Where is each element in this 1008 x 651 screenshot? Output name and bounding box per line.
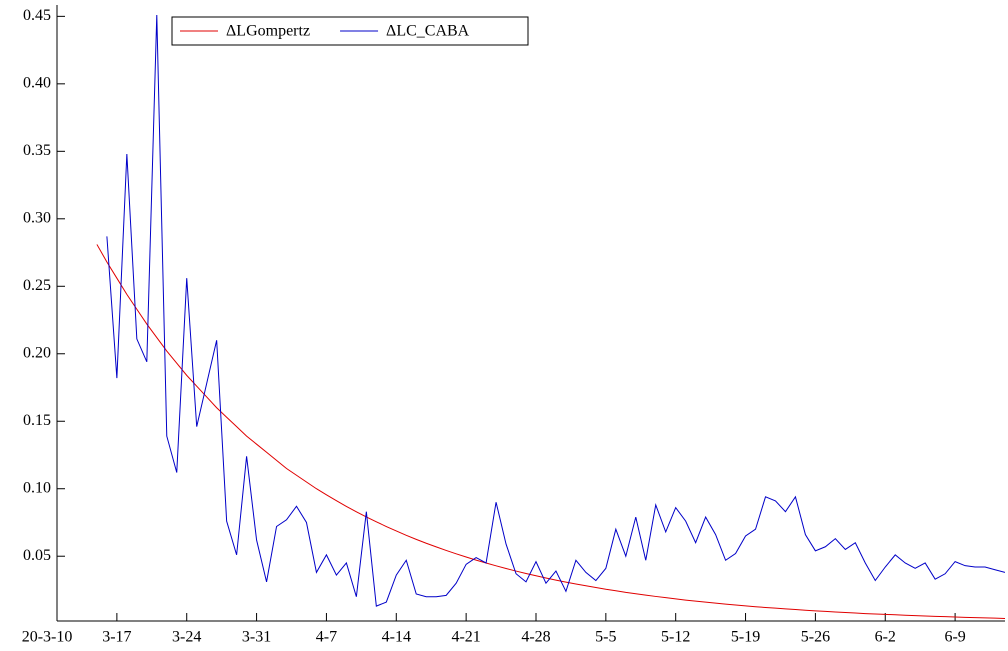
y-tick-label: 0.35 — [23, 142, 51, 159]
y-tick-label: 0.15 — [23, 412, 51, 429]
y-tick-label: 0.20 — [23, 344, 51, 361]
legend-label: ΔLGompertz — [226, 23, 310, 40]
y-tick-label: 0.45 — [23, 7, 51, 24]
x-tick-label: 4-21 — [451, 629, 480, 646]
x-tick-label: 20-3-10 — [22, 629, 73, 646]
y-tick-label: 0.05 — [23, 547, 51, 564]
x-tick-label: 3-24 — [172, 629, 201, 646]
x-tick-label: 6-9 — [944, 629, 965, 646]
x-tick-label: 5-26 — [801, 629, 830, 646]
x-tick-label: 4-7 — [316, 629, 337, 646]
series-line — [106, 15, 1005, 607]
series-line — [96, 244, 1005, 619]
y-tick-label: 0.25 — [23, 277, 51, 294]
plot-area — [96, 15, 1005, 619]
x-tick-label: 5-5 — [595, 629, 616, 646]
x-tick-label: 6-2 — [875, 629, 896, 646]
x-tick-label: 4-14 — [382, 629, 411, 646]
y-tick-label: 0.40 — [23, 75, 51, 92]
y-tick-label: 0.10 — [23, 479, 51, 496]
x-tick-label: 5-19 — [731, 629, 760, 646]
legend-label: ΔLC_CABA — [386, 23, 470, 40]
y-tick-label: 0.30 — [23, 209, 51, 226]
x-tick-label: 3-31 — [242, 629, 271, 646]
x-tick-label: 3-17 — [102, 629, 131, 646]
x-tick-label: 5-12 — [661, 629, 690, 646]
x-tick-label: 4-28 — [521, 629, 550, 646]
